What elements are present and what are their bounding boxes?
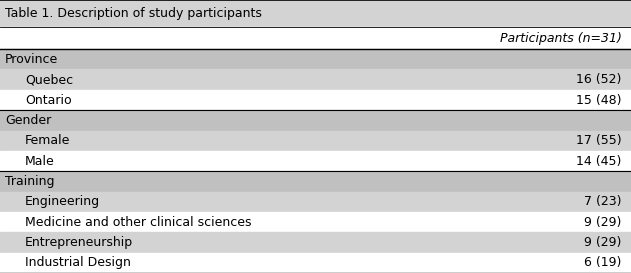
Bar [0, 232, 631, 253]
Text: Female: Female [25, 134, 71, 147]
Bar [0, 151, 631, 171]
Text: 17 (55): 17 (55) [576, 134, 622, 147]
Text: Engineering: Engineering [25, 195, 100, 208]
Bar [0, 49, 631, 70]
Bar [0, 192, 631, 212]
Text: Male: Male [25, 155, 55, 168]
Text: Table 1. Description of study participants: Table 1. Description of study participan… [5, 7, 262, 20]
Bar [0, 212, 631, 232]
Text: 16 (52): 16 (52) [576, 73, 622, 86]
Bar [0, 171, 631, 192]
Text: Ontario: Ontario [25, 94, 72, 106]
Text: 14 (45): 14 (45) [576, 155, 622, 168]
Text: Province: Province [5, 53, 58, 66]
Bar [0, 27, 631, 49]
Bar [0, 70, 631, 90]
Text: 7 (23): 7 (23) [584, 195, 622, 208]
Bar [0, 130, 631, 151]
Bar [0, 90, 631, 110]
Text: 9 (29): 9 (29) [584, 216, 622, 229]
Bar [0, 110, 631, 130]
Text: 15 (48): 15 (48) [576, 94, 622, 106]
Bar [0, 253, 631, 273]
Text: 9 (29): 9 (29) [584, 236, 622, 249]
Text: Training: Training [5, 175, 54, 188]
Text: Participants (n=31): Participants (n=31) [500, 32, 622, 45]
Text: Industrial Design: Industrial Design [25, 256, 131, 269]
Text: Quebec: Quebec [25, 73, 73, 86]
Text: 6 (19): 6 (19) [584, 256, 622, 269]
Bar [0, 0, 631, 27]
Text: Entrepreneurship: Entrepreneurship [25, 236, 133, 249]
Text: Gender: Gender [5, 114, 51, 127]
Text: Medicine and other clinical sciences: Medicine and other clinical sciences [25, 216, 252, 229]
